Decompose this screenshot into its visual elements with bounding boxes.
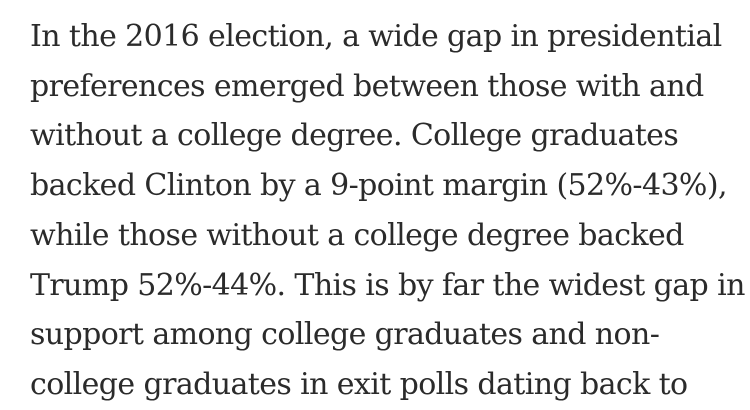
paragraph-line: Trump 52%-44%. This is by far the widest… bbox=[30, 267, 745, 303]
paragraph-line: while those without a college degree bac… bbox=[30, 217, 684, 253]
paragraph-line: backed Clinton by a 9-point margin (52%-… bbox=[30, 168, 727, 204]
paragraph-line: college graduates in exit polls dating b… bbox=[30, 366, 688, 402]
paragraph-line: preferences emerged between those with a… bbox=[30, 68, 704, 104]
paragraph: In the 2016 election, a wide gap in pres… bbox=[30, 12, 745, 410]
paragraph-line: In the 2016 election, a wide gap in pres… bbox=[30, 19, 722, 54]
paragraph-line: support among college graduates and non- bbox=[30, 317, 660, 353]
paragraph-line: without a college degree. College gradua… bbox=[30, 118, 679, 154]
